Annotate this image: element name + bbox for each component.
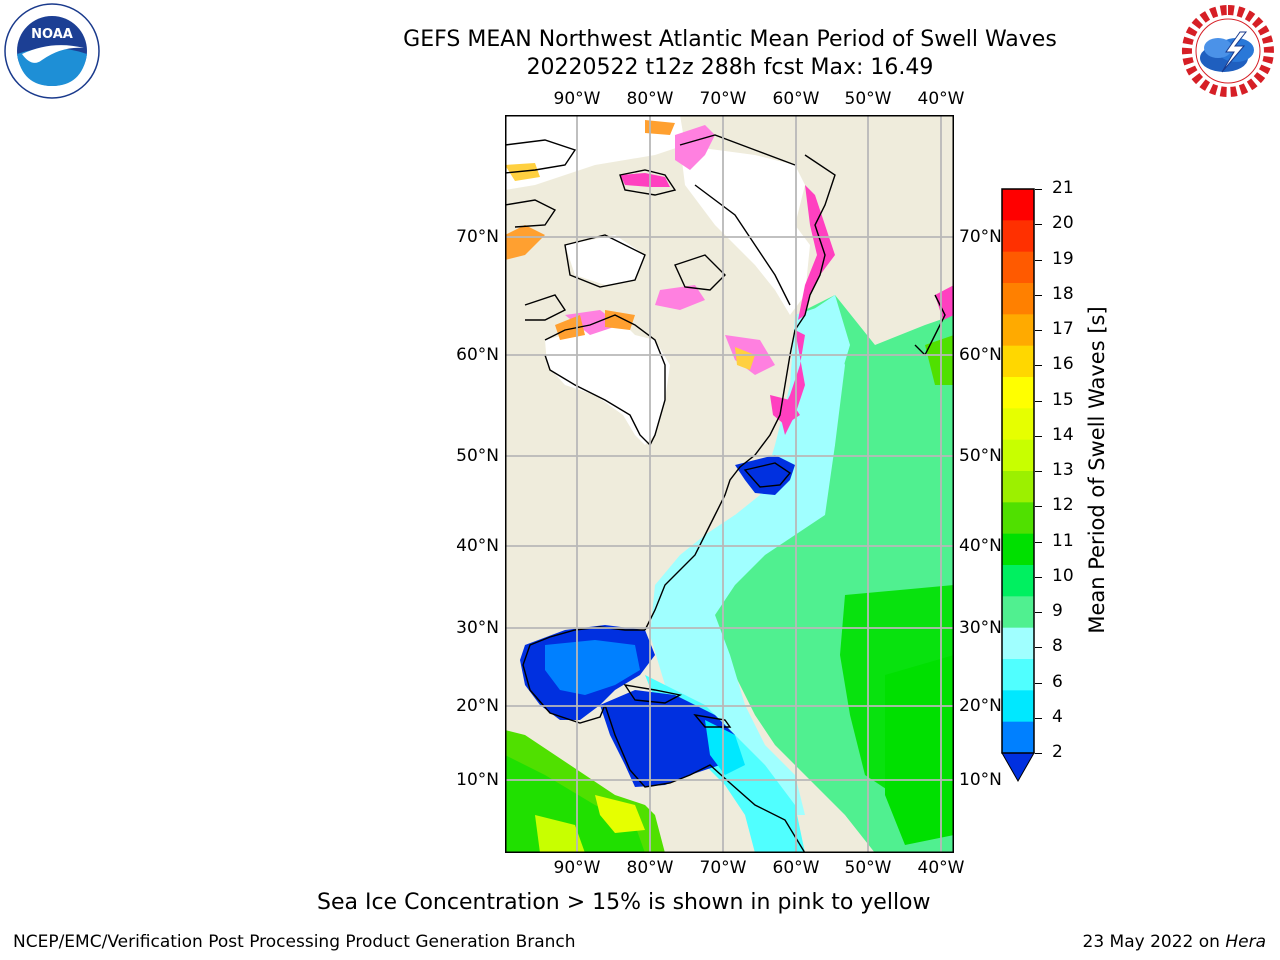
colorbar-band: [1002, 596, 1034, 629]
colorbar-tick-mark: [1035, 717, 1042, 719]
colorbar-tick-label: 8: [1052, 636, 1063, 657]
map-canvas: [505, 115, 954, 853]
colorbar-band: [1002, 377, 1034, 409]
lon-label-bottom: 70°W: [699, 858, 747, 878]
colorbar-tick-mark: [1035, 612, 1042, 613]
lon-label-top: 70°W: [699, 89, 747, 109]
colorbar-band: [1002, 502, 1034, 535]
colorbar-tick-label: 19: [1052, 248, 1074, 269]
lat-label-left: 20°N: [456, 696, 499, 716]
colorbar-tick-label: 16: [1052, 354, 1074, 375]
colorbar-tick-label: 12: [1052, 495, 1074, 516]
lon-label-top: 40°W: [917, 89, 965, 109]
colorbar-tick-mark: [1035, 259, 1042, 261]
colorbar-tick-mark: [1035, 365, 1042, 367]
map-frame: [505, 115, 954, 853]
footer-machine: Hera: [1225, 932, 1266, 952]
colorbar: [1001, 188, 1035, 783]
chart-title: GEFS MEAN Northwest Atlantic Mean Period…: [403, 27, 1057, 52]
colorbar-tick-mark: [1035, 224, 1042, 226]
colorbar-extend-triangle: [1001, 752, 1035, 783]
colorbar-tick-mark: [1035, 647, 1042, 649]
colorbar-tick-mark: [1035, 471, 1042, 472]
colorbar-tick-label: 20: [1052, 213, 1074, 234]
colorbar-tick-mark: [1035, 330, 1042, 331]
colorbar-tick-label: 11: [1052, 530, 1074, 551]
colorbar-tick-mark: [1035, 753, 1042, 754]
noaa-logo-text: NOAA: [31, 27, 73, 42]
colorbar-tick-label: 14: [1052, 424, 1074, 445]
colorbar-tick-mark: [1035, 400, 1042, 402]
sea-ice-note: Sea Ice Concentration > 15% is shown in …: [317, 890, 931, 915]
colorbar-band: [1002, 439, 1034, 472]
colorbar-tick-label: 21: [1052, 178, 1074, 198]
colorbar-tick-mark: [1035, 435, 1042, 437]
colorbar-tick-label: 13: [1052, 460, 1074, 480]
colorbar-band: [1002, 533, 1034, 566]
lon-label-top: 80°W: [626, 89, 674, 109]
colorbar-tick-mark: [1035, 506, 1042, 508]
colorbar-band: [1002, 627, 1034, 660]
lat-label-right: 70°N: [959, 227, 1002, 247]
colorbar-tick-label: 2: [1052, 742, 1063, 762]
colorbar-label: Mean Period of Swell Waves [s]: [1085, 306, 1109, 634]
lon-label-bottom: 80°W: [626, 858, 674, 878]
footer-branch: NCEP/EMC/Verification Post Processing Pr…: [13, 932, 576, 952]
lat-label-left: 30°N: [456, 618, 499, 638]
colorbar-tick-label: 15: [1052, 389, 1074, 410]
colorbar-band: [1002, 314, 1034, 347]
colorbar-tick-mark: [1035, 576, 1042, 578]
lat-label-right: 60°N: [959, 345, 1002, 365]
chart-subtitle: 20220522 t12z 288h fcst Max: 16.49: [526, 55, 934, 80]
gridlines: [505, 115, 954, 853]
colorbar-tick-label: 6: [1052, 671, 1063, 692]
lon-label-top: 90°W: [553, 89, 601, 109]
colorbar-band: [1002, 721, 1034, 754]
colorbar-band: [1002, 659, 1034, 691]
colorbar-tick-label: 17: [1052, 319, 1074, 339]
colorbar-band: [1002, 189, 1034, 221]
lat-label-left: 60°N: [456, 345, 499, 365]
colorbar-tick-label: 10: [1052, 565, 1074, 586]
colorbar-band: [1002, 408, 1034, 441]
colorbar-band: [1002, 345, 1034, 378]
colorbar-tick-mark: [1035, 682, 1042, 684]
noaa-logo: NOAA: [2, 2, 102, 100]
colorbar-band: [1002, 565, 1034, 597]
colorbar-tick-label: 9: [1052, 601, 1063, 621]
colorbar-band: [1002, 283, 1034, 315]
footer-date: 23 May 2022 on Hera: [1083, 932, 1267, 952]
lat-label-right: 30°N: [959, 618, 1002, 638]
lon-label-bottom: 40°W: [917, 858, 965, 878]
lat-label-right: 10°N: [959, 770, 1002, 790]
lat-label-left: 10°N: [456, 770, 499, 790]
colorbar-tick-mark: [1035, 541, 1042, 543]
lat-label-right: 20°N: [959, 696, 1002, 716]
colorbar-tick-label: 4: [1052, 706, 1063, 727]
colorbar-band: [1002, 471, 1034, 503]
lat-label-left: 40°N: [456, 536, 499, 556]
lat-label-left: 70°N: [456, 227, 499, 247]
lon-label-bottom: 90°W: [553, 858, 601, 878]
lon-label-top: 50°W: [844, 89, 892, 109]
lat-label-right: 50°N: [959, 446, 1002, 466]
colorbar-band: [1002, 220, 1034, 253]
lat-label-right: 40°N: [959, 536, 1002, 556]
colorbar-band: [1002, 690, 1034, 723]
lon-label-top: 60°W: [772, 89, 820, 109]
colorbar-graphic: [1001, 188, 1035, 783]
colorbar-tick-label: 18: [1052, 283, 1074, 304]
colorbar-band: [1002, 251, 1034, 284]
colorbar-tick-mark: [1035, 189, 1042, 190]
colorbar-tick-mark: [1035, 294, 1042, 296]
nws-logo: [1178, 2, 1278, 100]
lat-label-left: 50°N: [456, 446, 499, 466]
lon-label-bottom: 60°W: [772, 858, 820, 878]
footer-date-text: 23 May 2022 on: [1082, 932, 1226, 952]
lon-label-bottom: 50°W: [844, 858, 892, 878]
